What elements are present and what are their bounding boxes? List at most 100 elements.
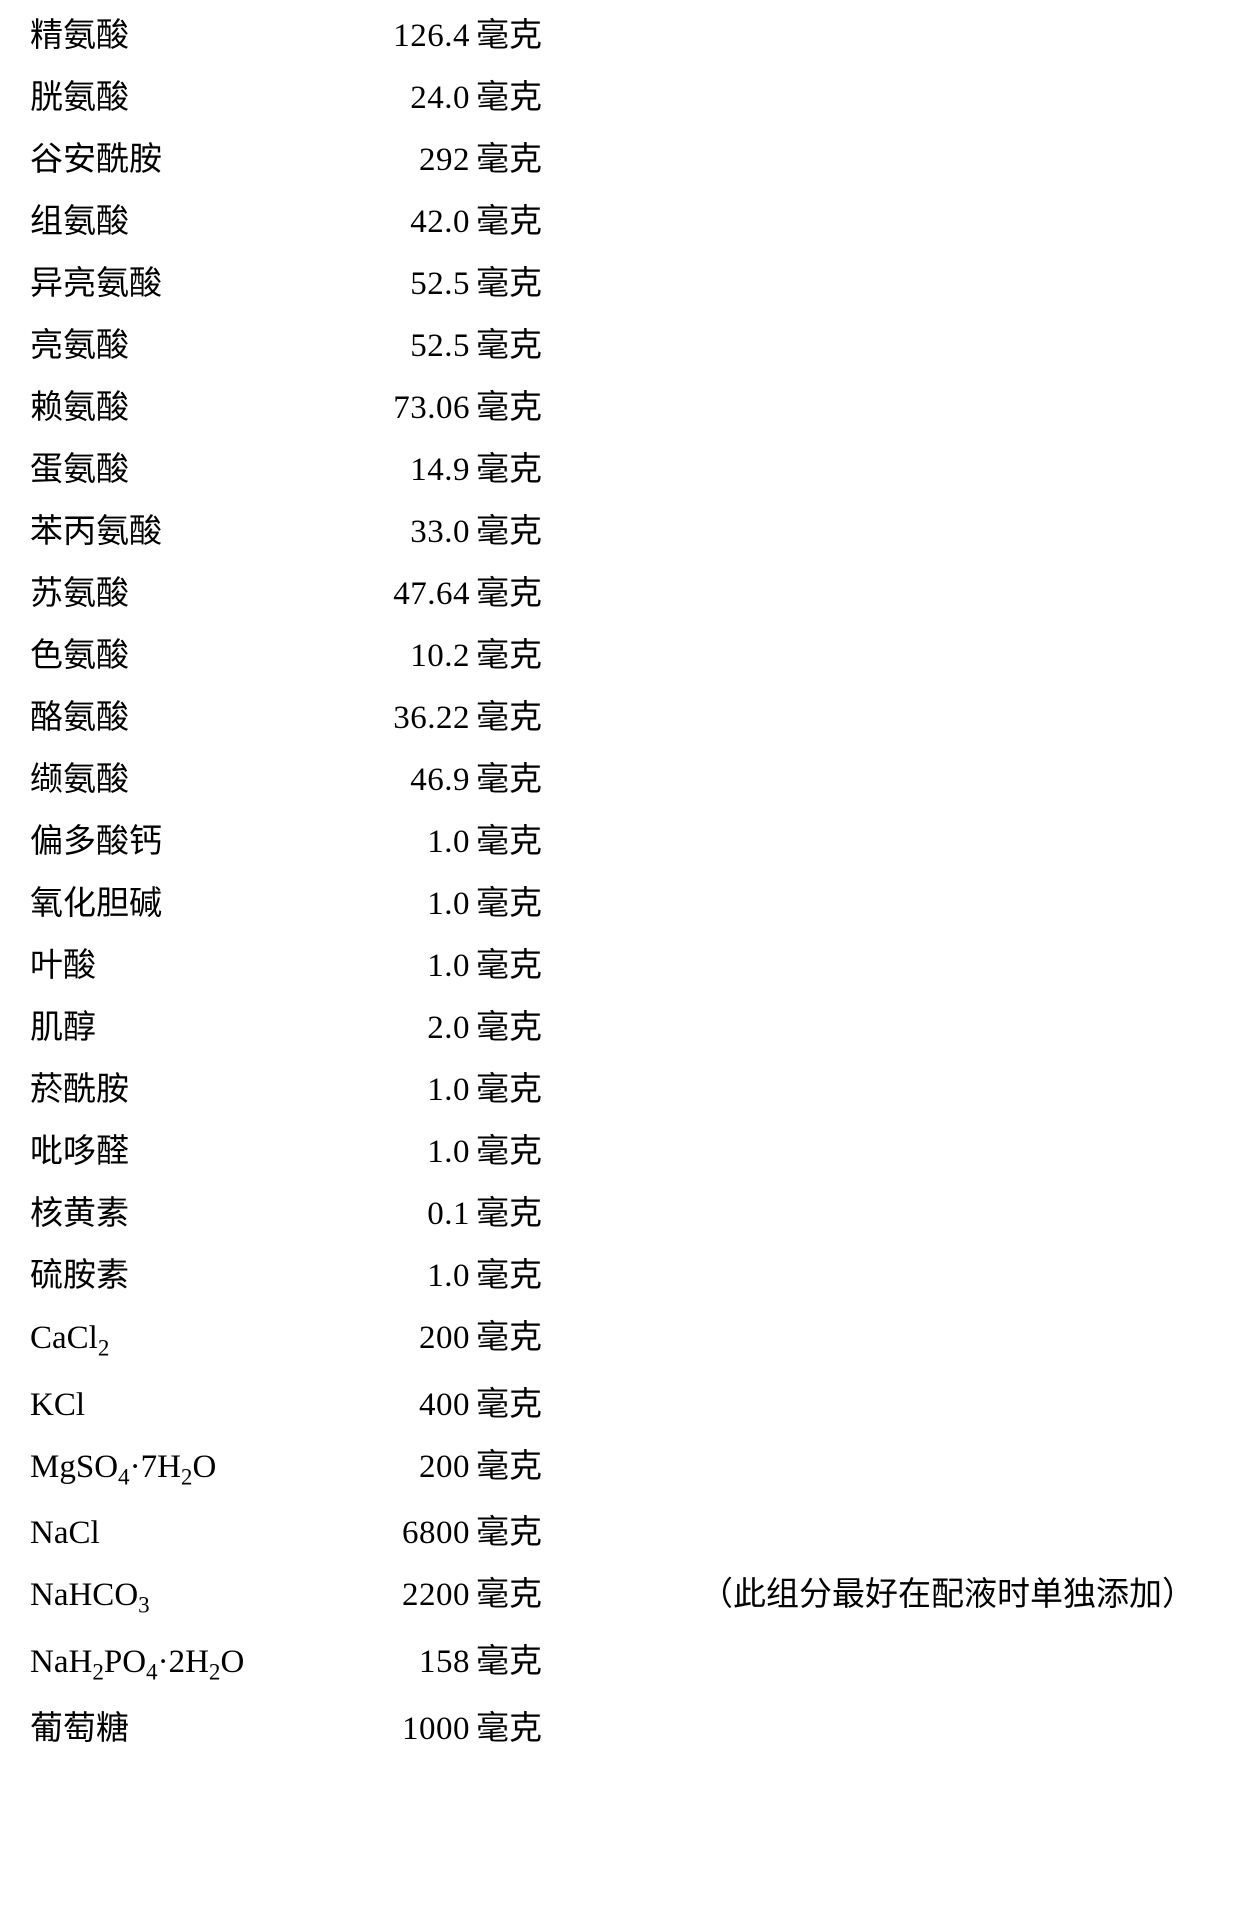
component-amount: 200: [310, 1322, 470, 1355]
table-row: 偏多酸钙1.0毫克: [30, 826, 1210, 859]
component-amount: 200: [310, 1451, 470, 1484]
component-name: NaCl: [30, 1517, 310, 1550]
component-name: 赖氨酸: [30, 392, 310, 425]
component-unit: 毫克: [470, 1198, 550, 1231]
component-name: 组氨酸: [30, 206, 310, 239]
table-row: 苏氨酸47.64毫克: [30, 578, 1210, 611]
component-unit: 毫克: [470, 1646, 550, 1679]
component-unit: 毫克: [470, 268, 550, 301]
component-amount: 73.06: [310, 392, 470, 425]
component-amount: 158: [310, 1646, 470, 1679]
component-name: 精氨酸: [30, 20, 310, 53]
component-amount: 126.4: [310, 20, 470, 53]
component-name: NaH2PO4·2H2O: [30, 1646, 310, 1684]
component-unit: 毫克: [470, 888, 550, 921]
component-name: 葡萄糖: [30, 1713, 310, 1746]
table-row: 葡萄糖1000毫克: [30, 1713, 1210, 1746]
component-amount: 52.5: [310, 268, 470, 301]
component-amount: 2.0: [310, 1012, 470, 1045]
table-row: 组氨酸42.0毫克: [30, 206, 1210, 239]
component-name: 苯丙氨酸: [30, 516, 310, 549]
component-amount: 1.0: [310, 950, 470, 983]
table-row: NaH2PO4·2H2O158毫克: [30, 1646, 1210, 1684]
component-amount: 6800: [310, 1517, 470, 1550]
table-row: KCl400毫克: [30, 1389, 1210, 1422]
component-unit: 毫克: [470, 578, 550, 611]
component-name: 胱氨酸: [30, 82, 310, 115]
component-amount: 0.1: [310, 1198, 470, 1231]
component-amount: 42.0: [310, 206, 470, 239]
component-amount: 2200: [310, 1579, 470, 1612]
component-name: 叶酸: [30, 950, 310, 983]
component-name: KCl: [30, 1389, 310, 1422]
table-row: 胱氨酸24.0毫克: [30, 82, 1210, 115]
component-amount: 292: [310, 144, 470, 177]
component-name: NaHCO3: [30, 1579, 310, 1617]
table-row: 蛋氨酸14.9毫克: [30, 454, 1210, 487]
component-unit: 毫克: [470, 640, 550, 673]
table-row: 肌醇2.0毫克: [30, 1012, 1210, 1045]
table-row: 酪氨酸36.22毫克: [30, 702, 1210, 735]
component-unit: 毫克: [470, 1389, 550, 1422]
table-row: 吡哆醛1.0毫克: [30, 1136, 1210, 1169]
component-amount: 1.0: [310, 1136, 470, 1169]
component-name: 蛋氨酸: [30, 454, 310, 487]
component-amount: 46.9: [310, 764, 470, 797]
table-row: 菸酰胺1.0毫克: [30, 1074, 1210, 1107]
component-unit: 毫克: [470, 1322, 550, 1355]
component-name: 偏多酸钙: [30, 826, 310, 859]
component-unit: 毫克: [470, 144, 550, 177]
component-name: 谷安酰胺: [30, 144, 310, 177]
component-unit: 毫克: [470, 1074, 550, 1107]
component-unit: 毫克: [470, 516, 550, 549]
component-note: （此组分最好在配液时单独添加）: [700, 1579, 1195, 1612]
component-name: 酪氨酸: [30, 702, 310, 735]
component-unit: 毫克: [470, 454, 550, 487]
table-row: 核黄素0.1毫克: [30, 1198, 1210, 1231]
component-unit: 毫克: [470, 1260, 550, 1293]
table-row: 色氨酸10.2毫克: [30, 640, 1210, 673]
component-name: 菸酰胺: [30, 1074, 310, 1107]
table-row: 叶酸1.0毫克: [30, 950, 1210, 983]
component-amount: 10.2: [310, 640, 470, 673]
table-row: 赖氨酸73.06毫克: [30, 392, 1210, 425]
table-row: 亮氨酸52.5毫克: [30, 330, 1210, 363]
component-unit: 毫克: [470, 20, 550, 53]
component-amount: 33.0: [310, 516, 470, 549]
component-name: 硫胺素: [30, 1260, 310, 1293]
table-row: 氧化胆碱1.0毫克: [30, 888, 1210, 921]
component-unit: 毫克: [470, 82, 550, 115]
component-name: MgSO4·7H2O: [30, 1451, 310, 1489]
table-row: 硫胺素1.0毫克: [30, 1260, 1210, 1293]
component-name: 氧化胆碱: [30, 888, 310, 921]
component-unit: 毫克: [470, 950, 550, 983]
table-row: CaCl2200毫克: [30, 1322, 1210, 1360]
component-unit: 毫克: [470, 330, 550, 363]
table-row: 异亮氨酸52.5毫克: [30, 268, 1210, 301]
component-amount: 14.9: [310, 454, 470, 487]
component-unit: 毫克: [470, 392, 550, 425]
component-unit: 毫克: [470, 1136, 550, 1169]
component-name: 缬氨酸: [30, 764, 310, 797]
component-amount: 24.0: [310, 82, 470, 115]
component-unit: 毫克: [470, 1451, 550, 1484]
component-unit: 毫克: [470, 1713, 550, 1746]
component-name: 色氨酸: [30, 640, 310, 673]
component-amount: 52.5: [310, 330, 470, 363]
component-name: 核黄素: [30, 1198, 310, 1231]
table-row: 精氨酸126.4毫克: [30, 20, 1210, 53]
component-name: 亮氨酸: [30, 330, 310, 363]
component-name: 吡哆醛: [30, 1136, 310, 1169]
component-unit: 毫克: [470, 1517, 550, 1550]
table-row: 苯丙氨酸33.0毫克: [30, 516, 1210, 549]
component-name: CaCl2: [30, 1322, 310, 1360]
component-unit: 毫克: [470, 206, 550, 239]
component-unit: 毫克: [470, 1579, 550, 1612]
component-amount: 1000: [310, 1713, 470, 1746]
component-name: 肌醇: [30, 1012, 310, 1045]
component-amount: 1.0: [310, 888, 470, 921]
component-amount: 1.0: [310, 1260, 470, 1293]
table-row: 缬氨酸46.9毫克: [30, 764, 1210, 797]
table-row: MgSO4·7H2O200毫克: [30, 1451, 1210, 1489]
component-amount: 1.0: [310, 1074, 470, 1107]
